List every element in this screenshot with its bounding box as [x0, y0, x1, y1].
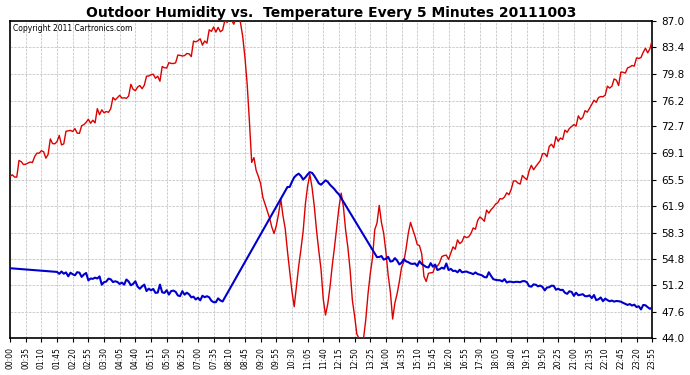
- Text: Copyright 2011 Cartronics.com: Copyright 2011 Cartronics.com: [13, 24, 132, 33]
- Title: Outdoor Humidity vs.  Temperature Every 5 Minutes 20111003: Outdoor Humidity vs. Temperature Every 5…: [86, 6, 576, 20]
